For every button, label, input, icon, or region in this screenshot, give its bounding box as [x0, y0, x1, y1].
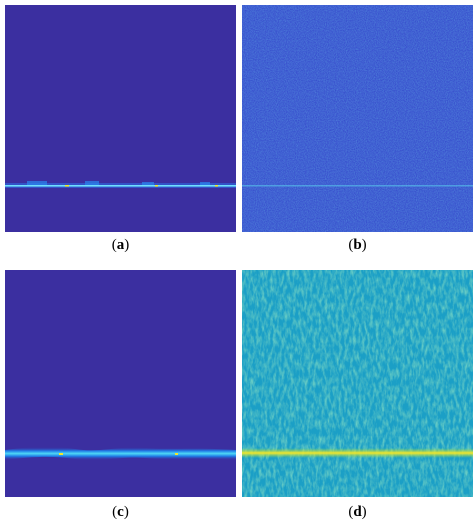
- hot-spot-c2: [175, 453, 178, 455]
- hot-spot-c1: [59, 453, 63, 455]
- caption-d: (d): [242, 503, 473, 521]
- image-panel-d: [242, 270, 473, 497]
- caption-b-letter: b: [353, 237, 362, 253]
- caption-a-letter: a: [116, 237, 125, 253]
- background-a: [5, 5, 236, 232]
- heatmap-d: [242, 270, 473, 497]
- caption-d-open: (: [348, 504, 354, 520]
- segment-a2: [85, 181, 99, 186]
- heatmap-c: [5, 270, 236, 497]
- caption-a-open: (: [111, 237, 117, 253]
- hot-spot-a1: [65, 185, 69, 187]
- hot-spot-a2: [155, 185, 158, 187]
- caption-c-open: (: [112, 504, 118, 520]
- noise-b: [242, 5, 473, 232]
- caption-b-open: (: [348, 237, 354, 253]
- image-panel-c: [5, 270, 236, 497]
- faint-line-b: [242, 185, 473, 187]
- image-panel-a: [5, 5, 236, 232]
- hot-spot-a3: [215, 185, 218, 187]
- caption-c-letter: c: [117, 504, 124, 520]
- segment-a1: [27, 181, 47, 186]
- caption-b-close: ): [361, 237, 367, 253]
- heatmap-a: [5, 5, 236, 232]
- caption-d-letter: d: [353, 504, 362, 520]
- segment-a3: [142, 182, 154, 186]
- caption-c: (c): [5, 503, 236, 521]
- caption-d-close: ): [361, 504, 367, 520]
- caption-a-close: ): [124, 237, 130, 253]
- main-line-a: [5, 185, 236, 187]
- heatmap-b: [242, 5, 473, 232]
- image-panel-b: [242, 5, 473, 232]
- caption-c-close: ): [123, 504, 129, 520]
- band-d: [242, 448, 473, 458]
- segment-a4: [200, 182, 210, 186]
- noise-d: [242, 270, 473, 497]
- band-c: [5, 446, 236, 461]
- caption-a: (a): [5, 236, 236, 254]
- caption-b: (b): [242, 236, 473, 254]
- background-c: [5, 270, 236, 497]
